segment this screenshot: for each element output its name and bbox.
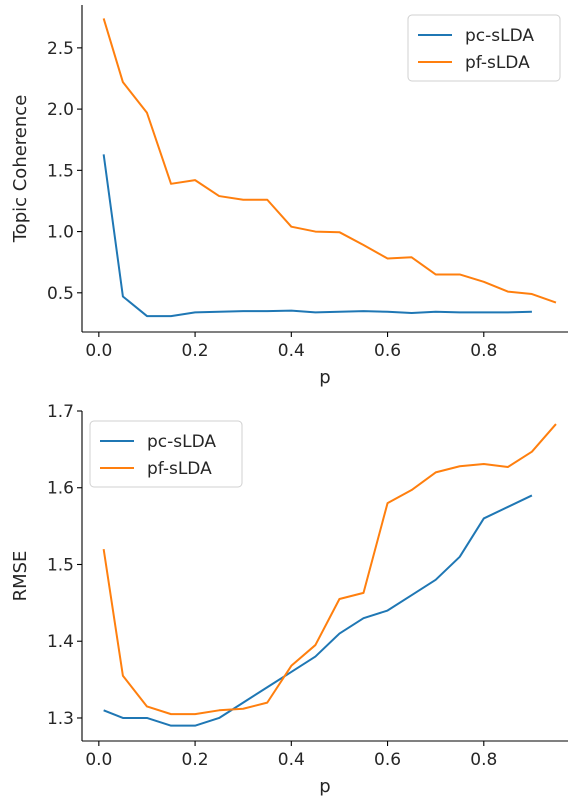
- y-axis-label: Topic Coherence: [10, 95, 31, 244]
- legend-box: [407, 14, 561, 82]
- y-tick-label: 2.0: [47, 100, 74, 120]
- legend-label-pf-sLDA: pf-sLDA: [465, 53, 530, 73]
- y-axis-label: RMSE: [10, 551, 31, 602]
- legend-label-pc-sLDA: pc-sLDA: [465, 26, 534, 46]
- x-tick-label: 0.4: [278, 750, 305, 770]
- legend: pc-sLDA pf-sLDA: [407, 14, 561, 82]
- x-tick-label: 0.4: [278, 341, 305, 361]
- x-tick-label: 0.2: [182, 750, 209, 770]
- legend: pc-sLDA pf-sLDA: [89, 420, 243, 488]
- y-tick-label: 1.4: [47, 632, 74, 652]
- series-line-pf-sLDA: [102, 423, 557, 716]
- x-tick-label: 0.6: [374, 341, 401, 361]
- y-tick-label: 2.5: [47, 39, 74, 59]
- chart-panel-2: 0.0 0.2 0.4 0.6 0.8 1.3 1.4 1.5 1.6 1.7 p RMSE pc-sL…: [10, 402, 568, 797]
- series-line-pc-sLDA: [102, 154, 532, 318]
- x-tick-label: 0.0: [85, 750, 112, 770]
- y-tick-label: 1.0: [47, 223, 74, 243]
- x-tick-label: 0.8: [470, 750, 497, 770]
- y-tick-label: 1.5: [47, 555, 74, 575]
- y-tick-label: 1.5: [47, 161, 74, 181]
- x-tick-label: 0.2: [182, 341, 209, 361]
- x-tick-label: 0.0: [85, 341, 112, 361]
- series-line-pc-sLDA: [103, 494, 533, 727]
- y-tick-label: 0.5: [47, 284, 74, 304]
- chart-panel-1: 0.0 0.2 0.4 0.6 0.8 0.5 1.0 1.5 2.0 2.5 p Topic Coh…: [10, 5, 568, 388]
- legend-box: [89, 420, 243, 488]
- series-line-pf-sLDA: [102, 18, 557, 304]
- legend-label-pf-sLDA: pf-sLDA: [147, 459, 212, 479]
- x-axis-label: p: [319, 776, 330, 797]
- x-axis-label: p: [319, 367, 330, 388]
- x-tick-label: 0.6: [374, 750, 401, 770]
- legend-label-pc-sLDA: pc-sLDA: [147, 432, 216, 452]
- x-tick-label: 0.8: [470, 341, 497, 361]
- y-tick-label: 1.7: [47, 402, 74, 422]
- y-tick-label: 1.6: [47, 479, 74, 499]
- y-tick-label: 1.3: [47, 709, 74, 729]
